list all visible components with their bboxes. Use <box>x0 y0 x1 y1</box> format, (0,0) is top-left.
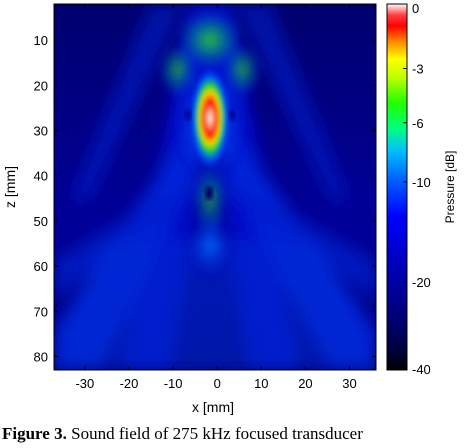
x-tick-label: 20 <box>298 376 312 391</box>
y-axis-ticks: 10 20 30 40 50 60 70 80 <box>34 33 376 364</box>
colorbar-tick-label: -3 <box>412 61 424 76</box>
x-tick-label: -20 <box>120 376 139 391</box>
y-tick-label: 50 <box>34 214 48 229</box>
colorbar-tick-label: -40 <box>412 362 431 377</box>
y-tick-label: 60 <box>34 259 48 274</box>
colorbar-label: Pressure [dB] <box>443 151 457 224</box>
colorbar-tick-label: -10 <box>412 175 431 190</box>
y-tick-label: 30 <box>34 124 48 139</box>
y-tick-label: 80 <box>34 349 48 364</box>
colorbar-ticks: 0 -3 -6 -10 -20 -40 <box>403 1 431 377</box>
y-tick-label: 70 <box>34 304 48 319</box>
plot-frame <box>53 3 377 371</box>
colorbar-gradient <box>386 3 408 371</box>
colorbar: 0 -3 -6 -10 -20 -40 Pressure [dB] <box>386 1 457 377</box>
colorbar-tick-label: -6 <box>412 116 424 131</box>
figure-caption-label: Figure 3. <box>2 424 67 443</box>
x-axis-ticks: -30 -20 -10 0 10 20 30 <box>75 4 357 391</box>
colorbar-tick-label: -20 <box>412 275 431 290</box>
x-tick-label: -10 <box>164 376 183 391</box>
x-tick-label: -30 <box>75 376 94 391</box>
y-tick-label: 20 <box>34 78 48 93</box>
x-tick-label: 30 <box>342 376 356 391</box>
figure-caption-text: Sound field of 275 kHz focused transduce… <box>66 424 363 443</box>
colorbar-tick-label: 0 <box>412 1 419 16</box>
x-tick-label: 10 <box>254 376 268 391</box>
y-tick-label: 40 <box>34 169 48 184</box>
x-axis-label: x [mm] <box>192 399 234 415</box>
figure-caption: Figure 3. Sound field of 275 kHz focused… <box>2 424 474 448</box>
pressure-field-heatmap <box>54 4 376 370</box>
y-tick-label: 10 <box>34 33 48 48</box>
x-tick-label: 0 <box>214 376 221 391</box>
y-axis-label: z [mm] <box>2 166 18 208</box>
